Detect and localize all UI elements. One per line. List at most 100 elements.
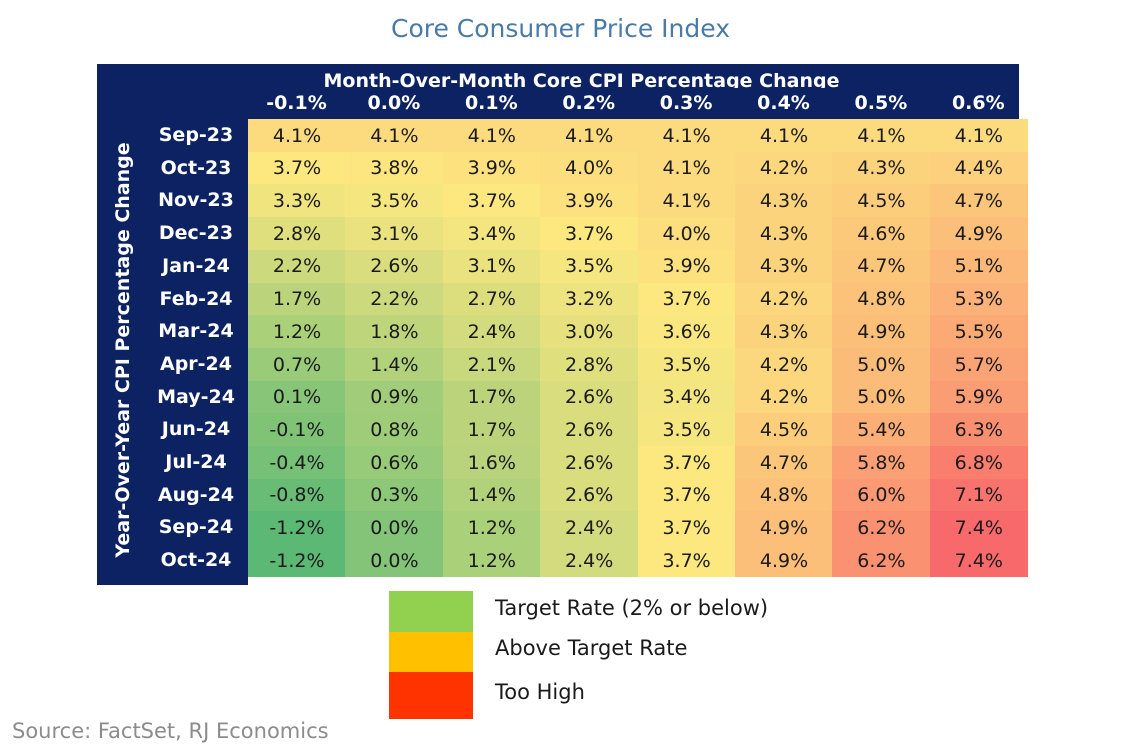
heatmap-cell: 1.7% [442,413,541,447]
heatmap-cell: 4.1% [637,151,736,185]
row-header: Nov-23 [158,189,234,212]
row-header: Mar-24 [158,320,234,343]
heatmap-cell: 4.3% [735,217,833,251]
column-header: -0.1% [266,92,327,114]
heatmap-cell: 5.4% [832,413,931,447]
row-header: Dec-23 [158,222,234,245]
heatmap-cell: 2.6% [540,446,639,480]
heatmap-cell: 4.3% [832,151,931,185]
heatmap-cell: 4.1% [248,119,346,153]
heatmap-cell: 4.7% [929,184,1028,218]
row-header-band [97,119,248,585]
heatmap-cell: 4.6% [832,217,931,251]
heatmap-cell: 4.9% [735,511,833,545]
heatmap-cell: 2.2% [248,249,346,284]
heatmap-cell: 1.2% [442,544,541,578]
heatmap-cell: 5.9% [929,380,1028,414]
heatmap-cell: 3.7% [540,217,639,251]
heatmap-cell: -1.2% [248,544,346,578]
heatmap-cell: 3.5% [637,347,736,382]
heatmap-cell: 4.7% [832,249,931,284]
heatmap-cell: 0.6% [345,446,444,480]
heatmap-cell: 3.0% [540,315,639,349]
heatmap-cell: 1.4% [345,347,444,382]
heatmap-cell: 3.5% [540,249,639,284]
heatmap-cell: 5.7% [929,347,1028,382]
heatmap-cell: 2.2% [345,282,444,316]
source-note: Source: FactSet, RJ Economics [12,719,329,743]
heatmap-cell: 3.9% [442,151,541,185]
row-header: Jun-24 [161,418,231,441]
heatmap-cell: 2.6% [540,478,639,512]
row-header: Feb-24 [159,287,233,310]
heatmap-cell: 2.1% [442,347,541,382]
heatmap-cell: 0.0% [345,544,444,578]
heatmap-cell: 0.7% [248,347,346,382]
column-header: 0.6% [951,92,1005,114]
heatmap-cell: 4.2% [735,380,833,414]
heatmap-cell: 3.4% [442,217,541,251]
heatmap-cell: 3.6% [637,315,736,349]
heatmap-cell: 6.2% [832,544,931,578]
heatmap-cell: 3.2% [540,282,639,316]
legend-label-too-high: Too High [495,680,585,704]
heatmap-cell: 0.0% [345,511,444,545]
row-header: Apr-24 [159,352,232,375]
heatmap-cell: 4.3% [735,249,833,284]
heatmap-cell: 0.9% [345,380,444,414]
heatmap-cell: 4.3% [735,184,833,218]
heatmap-cell: 4.1% [540,119,639,153]
column-header: 0.3% [659,92,713,114]
heatmap-cell: 4.1% [345,119,444,153]
heatmap-cell: 4.9% [929,217,1028,251]
column-header: 0.0% [367,92,421,114]
heatmap-cell: 4.1% [735,119,833,153]
heatmap-cell: 6.3% [929,413,1028,447]
heatmap-cell: 5.1% [929,249,1028,284]
row-header: Aug-24 [157,483,235,506]
row-header: May-24 [157,385,235,408]
heatmap-cell: 4.2% [735,347,833,382]
heatmap-cell: 4.5% [832,184,931,218]
row-header: Oct-23 [160,156,232,179]
heatmap-cell: 3.1% [345,217,444,251]
heatmap-cell: 1.2% [248,315,346,349]
heatmap-cell: 3.9% [540,184,639,218]
heatmap-cell: 5.3% [929,282,1028,316]
heatmap-cell: 1.7% [248,282,346,316]
heatmap-cell: 0.1% [248,380,346,414]
row-header: Jan-24 [162,254,230,277]
heatmap-cell: 4.4% [929,151,1028,185]
heatmap-cell: 3.7% [637,511,736,545]
heatmap-cell: 2.6% [540,380,639,414]
heatmap-cell: 6.0% [832,478,931,512]
heatmap-cell: 4.0% [637,217,736,251]
heatmap-cell: 0.3% [345,478,444,512]
legend-swatch-too-high [389,672,473,719]
heatmap-cell: 7.4% [929,511,1028,545]
column-axis-title: Month-Over-Month Core CPI Percentage Cha… [323,70,840,88]
heatmap-cell: 5.8% [832,446,931,480]
column-header: 0.2% [562,92,616,114]
heatmap-cell: 3.4% [637,380,736,414]
heatmap-cell: 4.0% [540,151,639,185]
heatmap-cell: -0.4% [248,446,346,480]
heatmap-cell: 2.4% [540,544,639,578]
heatmap-cell: 4.2% [735,282,833,316]
legend-label-above-target: Above Target Rate [495,636,688,660]
heatmap-cell: 3.7% [248,151,346,185]
heatmap-cell: 2.6% [540,413,639,447]
row-header: Sep-23 [158,124,234,146]
heatmap-cell: 2.4% [442,315,541,349]
heatmap-cell: 2.7% [442,282,541,316]
heatmap-cell: 3.7% [637,544,736,578]
heatmap-cell: 3.1% [442,249,541,284]
heatmap-cell: 4.3% [735,315,833,349]
heatmap-cell: 1.2% [442,511,541,545]
heatmap-cell: 4.1% [929,119,1028,153]
chart-title: Core Consumer Price Index [391,14,730,43]
heatmap-cell: 4.5% [735,413,833,447]
heatmap-cell: -0.8% [248,478,346,512]
heatmap-cell: 4.1% [637,119,736,153]
heatmap-cell: 3.7% [637,282,736,316]
